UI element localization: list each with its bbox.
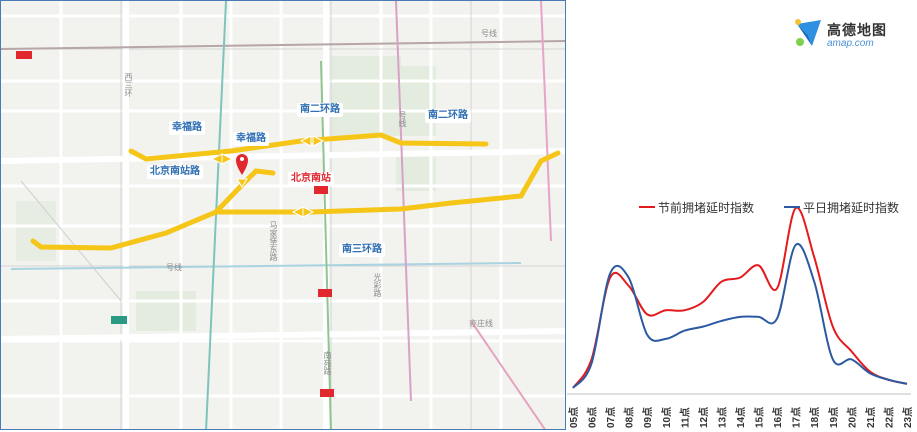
- road-name-small: 西三环: [124, 73, 133, 97]
- subway-station-icon[interactable]: [314, 186, 328, 194]
- subway-line-label: 亦庄线: [469, 319, 493, 328]
- x-tick-label: 13点: [715, 407, 728, 428]
- minor-roads: [1, 1, 565, 429]
- x-tick-label: 18点: [808, 407, 821, 428]
- park-area: [331, 56, 401, 136]
- road-label: 幸福路: [169, 121, 205, 135]
- location-pin-icon[interactable]: [236, 154, 248, 175]
- x-tick-label: 21点: [864, 407, 877, 428]
- amap-logo: 高德地图 amap.com: [794, 18, 894, 50]
- road-edge: [20, 180, 122, 302]
- subway-line-label: 号线: [398, 111, 407, 127]
- subway-station-icon[interactable]: [16, 51, 32, 59]
- amap-logo-icon: [795, 19, 821, 46]
- map-canvas[interactable]: [1, 1, 566, 430]
- x-tick-label: 12点: [697, 407, 710, 428]
- x-tick-label: 19点: [827, 407, 840, 428]
- subway-station-icon[interactable]: [320, 389, 334, 397]
- logo-subtitle: amap.com: [827, 38, 874, 49]
- subway-station-icon[interactable]: [111, 316, 127, 324]
- minor-road-edges: [1, 1, 565, 429]
- x-tick-label: 15点: [753, 407, 766, 428]
- road-name-small: 光彩路: [373, 273, 382, 297]
- road-label: 南二环路: [425, 109, 471, 123]
- park-area: [396, 66, 436, 136]
- legend-swatch-weekday: [784, 206, 800, 208]
- station-label: 北京南站: [288, 172, 334, 186]
- subway-line: [470, 320, 546, 429]
- x-tick-label: 23点: [901, 407, 914, 428]
- x-tick-label: 20点: [845, 407, 858, 428]
- subway-line: [1, 40, 565, 50]
- road-label: 幸福路: [233, 132, 269, 146]
- subway-station-icon[interactable]: [318, 289, 332, 297]
- subway-line: [540, 1, 552, 242]
- subway-line: [320, 60, 332, 429]
- subway-line-label: 号线: [166, 263, 182, 272]
- map-panel[interactable]: 幸福路 幸福路 南二环路 南二环路 北京南站路 南三环路 北京南站 西三环 马家…: [0, 0, 566, 430]
- x-tick-label: 11点: [678, 407, 691, 428]
- legend-label-holiday: 节前拥堵延时指数: [658, 201, 755, 215]
- park-area: [16, 201, 56, 261]
- series-line-holiday: [572, 206, 908, 389]
- legend-swatch-holiday: [639, 206, 655, 208]
- road-name-small: 马家堡东路: [269, 221, 278, 261]
- logo-title: 高德地图: [827, 22, 887, 38]
- subway-line: [10, 262, 522, 270]
- road-name-small: 南苑路: [323, 351, 332, 375]
- x-tick-label: 09点: [641, 407, 654, 428]
- x-tick-label: 08点: [623, 407, 636, 428]
- legend-label-weekday: 平日拥堵延时指数: [803, 201, 900, 215]
- road-label: 南二环路: [297, 103, 343, 117]
- x-tick-label: 14点: [734, 407, 747, 428]
- subway-line: [395, 1, 412, 402]
- subway-line: [205, 1, 227, 429]
- subway-line-label: 号线: [481, 29, 497, 38]
- series-line-weekday: [572, 242, 908, 389]
- x-tick-label: 06点: [586, 407, 599, 428]
- road-label: 北京南站路: [147, 165, 203, 179]
- x-tick-label: 10点: [660, 407, 673, 428]
- x-tick-label: 16点: [771, 407, 784, 428]
- road-label: 南三环路: [339, 243, 385, 257]
- park-area: [136, 291, 196, 331]
- x-tick-label: 05点: [567, 407, 580, 428]
- x-tick-label: 07点: [604, 407, 617, 428]
- direction-arrows-icon: [210, 135, 325, 218]
- x-tick-label: 17点: [790, 407, 803, 428]
- x-tick-label: 22点: [882, 407, 895, 428]
